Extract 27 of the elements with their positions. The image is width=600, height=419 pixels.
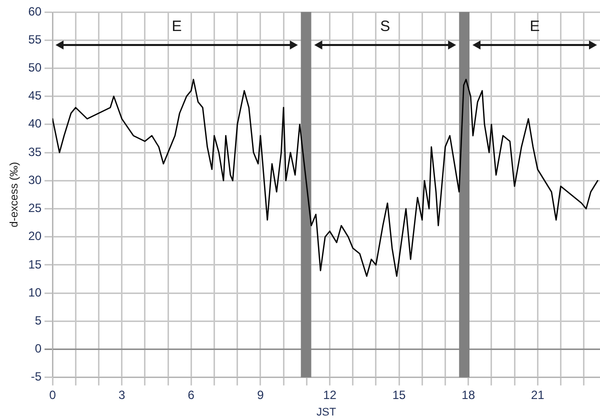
y-tick-label: 0 — [34, 342, 42, 356]
y-tick-label: 60 — [28, 4, 42, 18]
y-tick-label: 40 — [28, 116, 42, 131]
y-tick-label: -5 — [30, 370, 42, 384]
x-tick-label: 6 — [188, 388, 195, 402]
y-tick-label: 5 — [34, 313, 42, 328]
annotation: S — [380, 18, 390, 36]
x-tick-label: 9 — [257, 388, 264, 402]
y-tick-label: 35 — [28, 144, 42, 159]
x-tick-label: 18 — [462, 388, 476, 402]
y-tick-label: 50 — [28, 60, 42, 75]
y-tick-label: 55 — [28, 32, 42, 46]
x-tick-label: 12 — [323, 388, 337, 402]
y-tick-label: 45 — [28, 88, 42, 103]
x-tick-label: 21 — [530, 388, 545, 402]
y-tick-label: 10 — [28, 285, 42, 300]
annotation: E — [530, 18, 540, 36]
x-axis-title: JST — [316, 406, 336, 418]
y-tick-label: 20 — [28, 229, 42, 244]
annotation: E — [172, 18, 182, 36]
x-tick-label: 15 — [392, 388, 406, 402]
y-tick-label: 25 — [28, 201, 42, 216]
y-axis-title: d-excess (‰) — [8, 162, 21, 228]
x-tick-label: 3 — [118, 388, 126, 402]
y-tick-label: 30 — [28, 172, 42, 187]
x-tick-label: 0 — [49, 388, 56, 402]
y-tick-label: 15 — [28, 257, 42, 272]
